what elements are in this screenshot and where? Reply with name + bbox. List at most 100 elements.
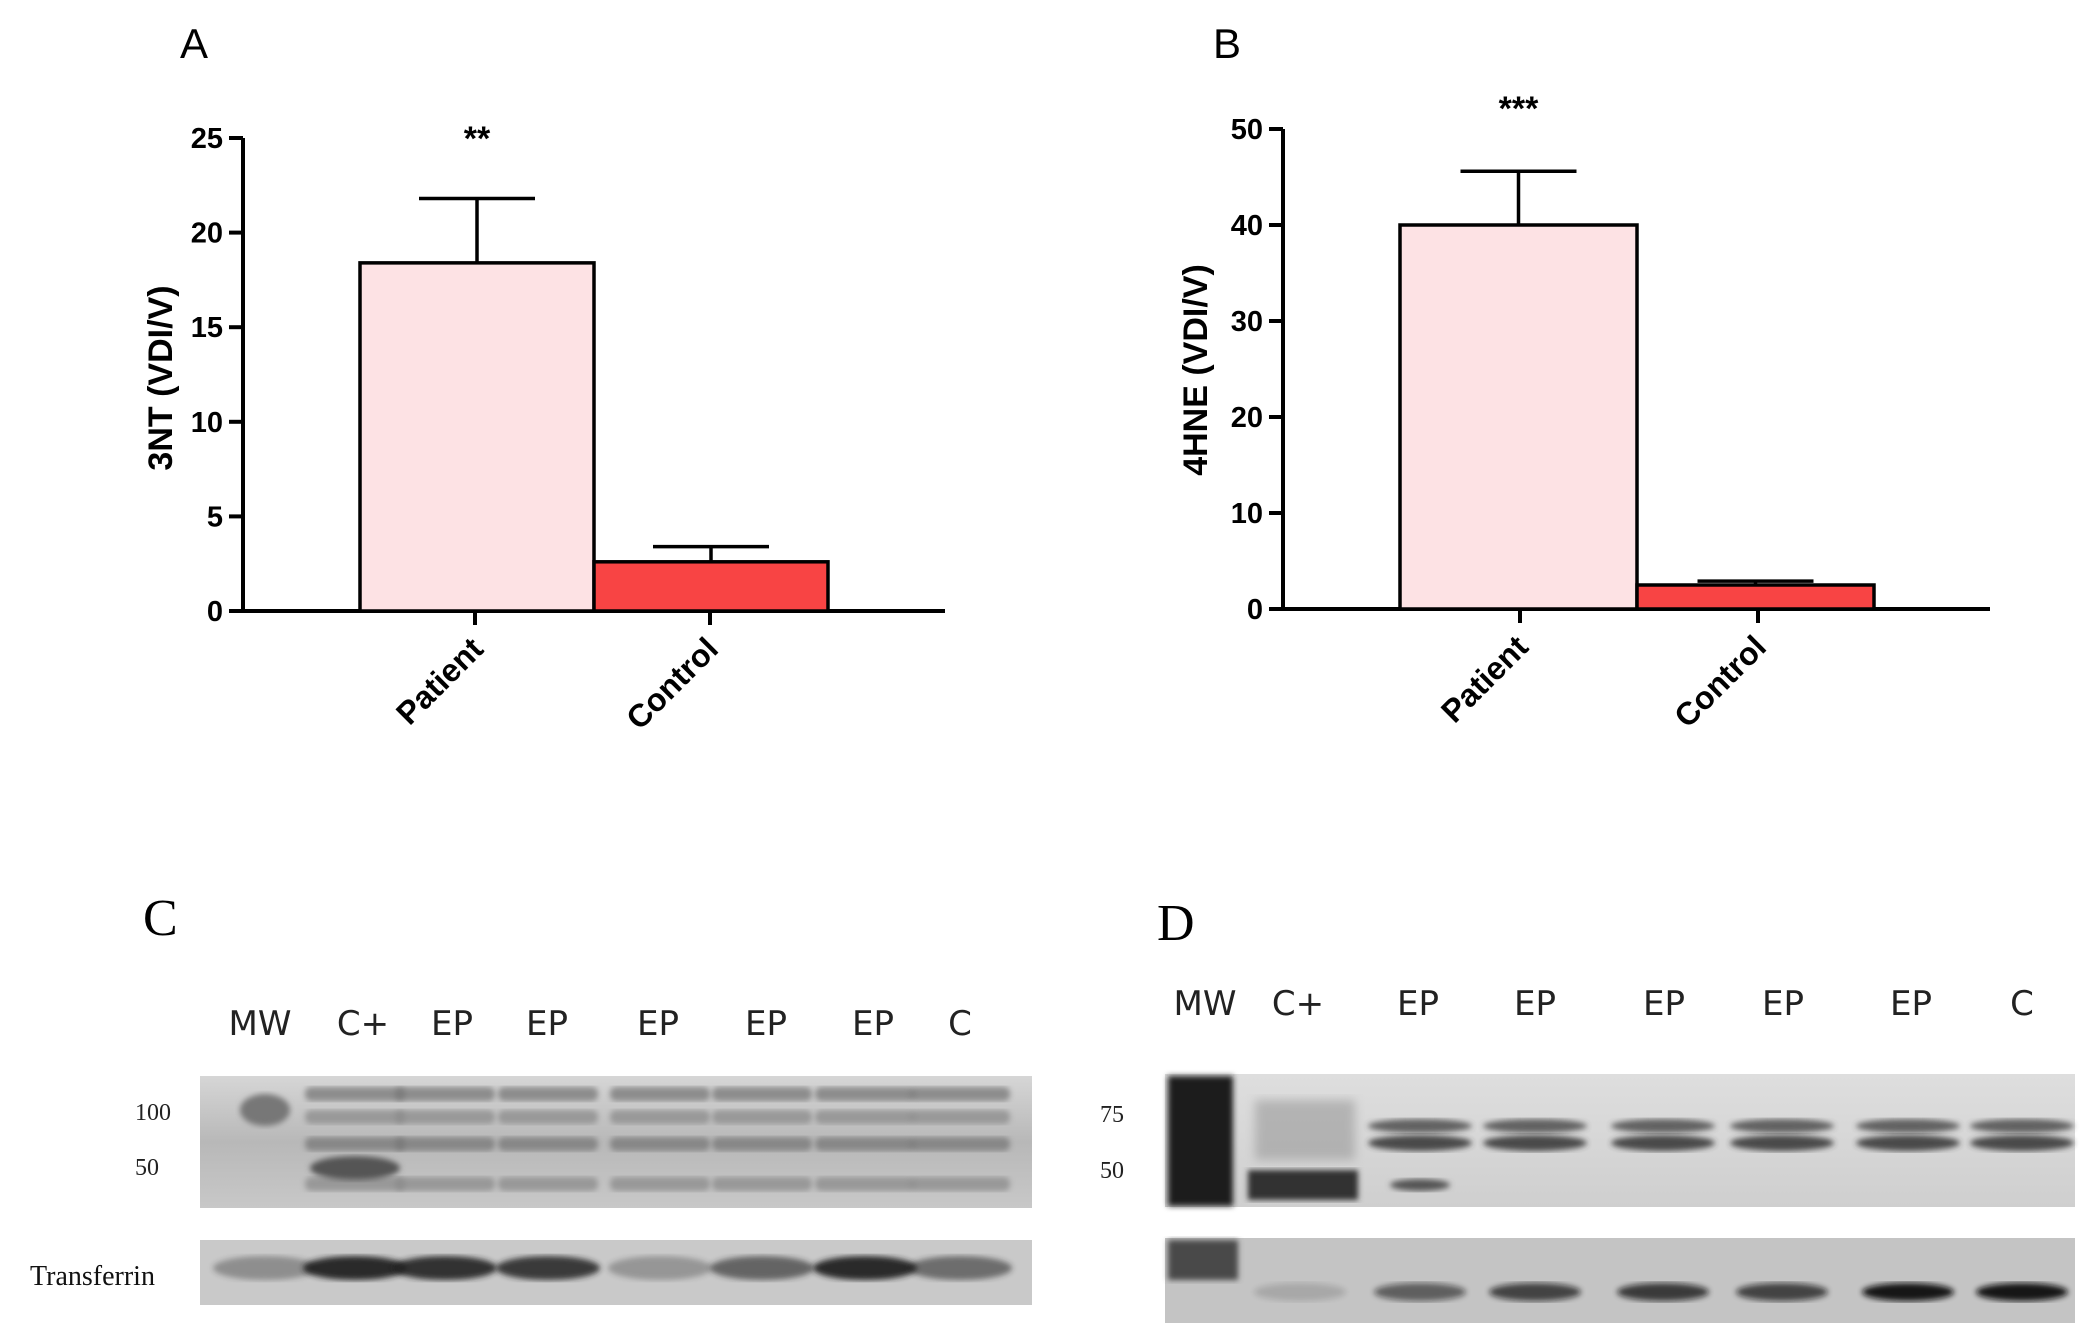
y-tick-label: 0	[207, 596, 223, 628]
y-tick-label: 5	[207, 501, 223, 533]
band	[910, 1137, 1010, 1151]
band	[608, 1256, 712, 1280]
band	[303, 1256, 407, 1280]
lane-labels-c: MW C+ EP EP EP EP EP C	[229, 1004, 972, 1044]
lane-label-c: C+	[337, 1004, 389, 1044]
band	[305, 1110, 405, 1124]
x-tick-label: Patient	[1434, 628, 1535, 729]
lane-label-d: EP	[1890, 984, 1932, 1024]
band	[395, 1087, 495, 1101]
band	[610, 1177, 710, 1191]
band	[498, 1177, 598, 1191]
band	[395, 1110, 495, 1124]
lane-label-d: EP	[1643, 984, 1685, 1024]
bar-control	[592, 560, 830, 613]
band	[910, 1177, 1010, 1191]
mw-marker-d-50: 50	[1100, 1158, 1124, 1184]
lane-label-d: EP	[1514, 984, 1556, 1024]
panel-letter-d: D	[1157, 895, 1195, 952]
band	[712, 1177, 812, 1191]
band	[712, 1137, 812, 1151]
band	[610, 1087, 710, 1101]
significance-label: ***	[1499, 90, 1539, 128]
band	[1611, 1119, 1715, 1133]
band	[395, 1137, 495, 1151]
y-tick-label: 20	[1231, 402, 1263, 434]
band	[1976, 1283, 2068, 1301]
lane-label-c: EP	[526, 1004, 568, 1044]
transferrin-label: Transferrin	[30, 1261, 155, 1292]
x-tick-label: Control	[619, 630, 725, 736]
x-tick-label: Control	[1667, 628, 1773, 734]
y-axis-label-b: 4HNE (VDI/V)	[1177, 264, 1215, 476]
panel-d: D MW C+ EP EP EP EP EP C 75 50	[1100, 895, 2075, 1323]
band	[498, 1137, 598, 1151]
significance-label: **	[464, 120, 491, 158]
band	[305, 1137, 405, 1151]
panel-c: C MW C+ EP EP EP EP EP C 100 50 Transferrin	[30, 890, 1032, 1305]
mw-marker-c-100: 100	[135, 1100, 171, 1126]
band	[910, 1087, 1010, 1101]
y-tick-label: 20	[191, 218, 223, 250]
y-tick-label: 10	[1231, 498, 1263, 530]
y-tick-label: 15	[191, 312, 223, 344]
band	[496, 1256, 600, 1280]
band	[1168, 1076, 1233, 1206]
band	[1254, 1283, 1346, 1301]
panel-a: A 3NT (VDI/V) 0 5 10 15 20 25 Patient ** Control	[142, 20, 945, 736]
lane-label-d: EP	[1397, 984, 1439, 1024]
blot-lower-d	[1165, 1238, 2075, 1323]
band	[498, 1087, 598, 1101]
lane-label-c: EP	[431, 1004, 473, 1044]
band	[610, 1137, 710, 1151]
band	[240, 1094, 290, 1126]
band	[1856, 1119, 1960, 1133]
bar-patient	[1398, 223, 1639, 611]
band	[1368, 1135, 1472, 1151]
band	[1390, 1179, 1450, 1191]
y-axis-label-a: 3NT (VDI/V)	[142, 285, 180, 470]
band	[712, 1087, 812, 1101]
band	[498, 1110, 598, 1124]
band	[1617, 1283, 1709, 1301]
band	[393, 1256, 497, 1280]
band	[1730, 1119, 1834, 1133]
band	[1368, 1119, 1472, 1133]
mw-marker-c-50: 50	[135, 1155, 159, 1181]
plot-area-a: 0 5 10 15 20 25 Patient ** Control	[191, 120, 945, 736]
lane-label-d: C	[2010, 984, 2034, 1024]
bands-lower-c	[213, 1256, 1012, 1280]
bands-upper-d	[1168, 1076, 2074, 1206]
lane-label-c: EP	[637, 1004, 679, 1044]
bar-patient	[358, 261, 596, 613]
bands-upper-c	[240, 1087, 1010, 1191]
bar-control	[1635, 583, 1876, 611]
band	[815, 1177, 915, 1191]
lane-label-c: C	[948, 1004, 972, 1044]
bands-lower-d	[1168, 1240, 2068, 1301]
band	[1862, 1283, 1954, 1301]
lane-label-c: MW	[229, 1004, 292, 1044]
band	[610, 1110, 710, 1124]
y-tick-label: 40	[1231, 210, 1263, 242]
band	[815, 1137, 915, 1151]
band	[908, 1256, 1012, 1280]
band	[1856, 1135, 1960, 1151]
band	[1483, 1119, 1587, 1133]
panel-b: B 4HNE (VDI/V) 0 10 20 30 40 50 Patient *** Cont…	[1177, 20, 1990, 734]
band	[1168, 1240, 1238, 1280]
band	[1489, 1283, 1581, 1301]
band	[1970, 1119, 2074, 1133]
lane-label-d: C+	[1272, 984, 1324, 1024]
y-tick-label: 25	[191, 123, 223, 155]
x-tick-label: Patient	[389, 630, 490, 731]
band	[712, 1110, 812, 1124]
lane-label-d: EP	[1762, 984, 1804, 1024]
panel-letter-b: B	[1213, 20, 1241, 67]
band	[395, 1177, 495, 1191]
band	[815, 1087, 915, 1101]
band	[910, 1110, 1010, 1124]
band	[1483, 1135, 1587, 1151]
y-tick-label: 50	[1231, 114, 1263, 146]
